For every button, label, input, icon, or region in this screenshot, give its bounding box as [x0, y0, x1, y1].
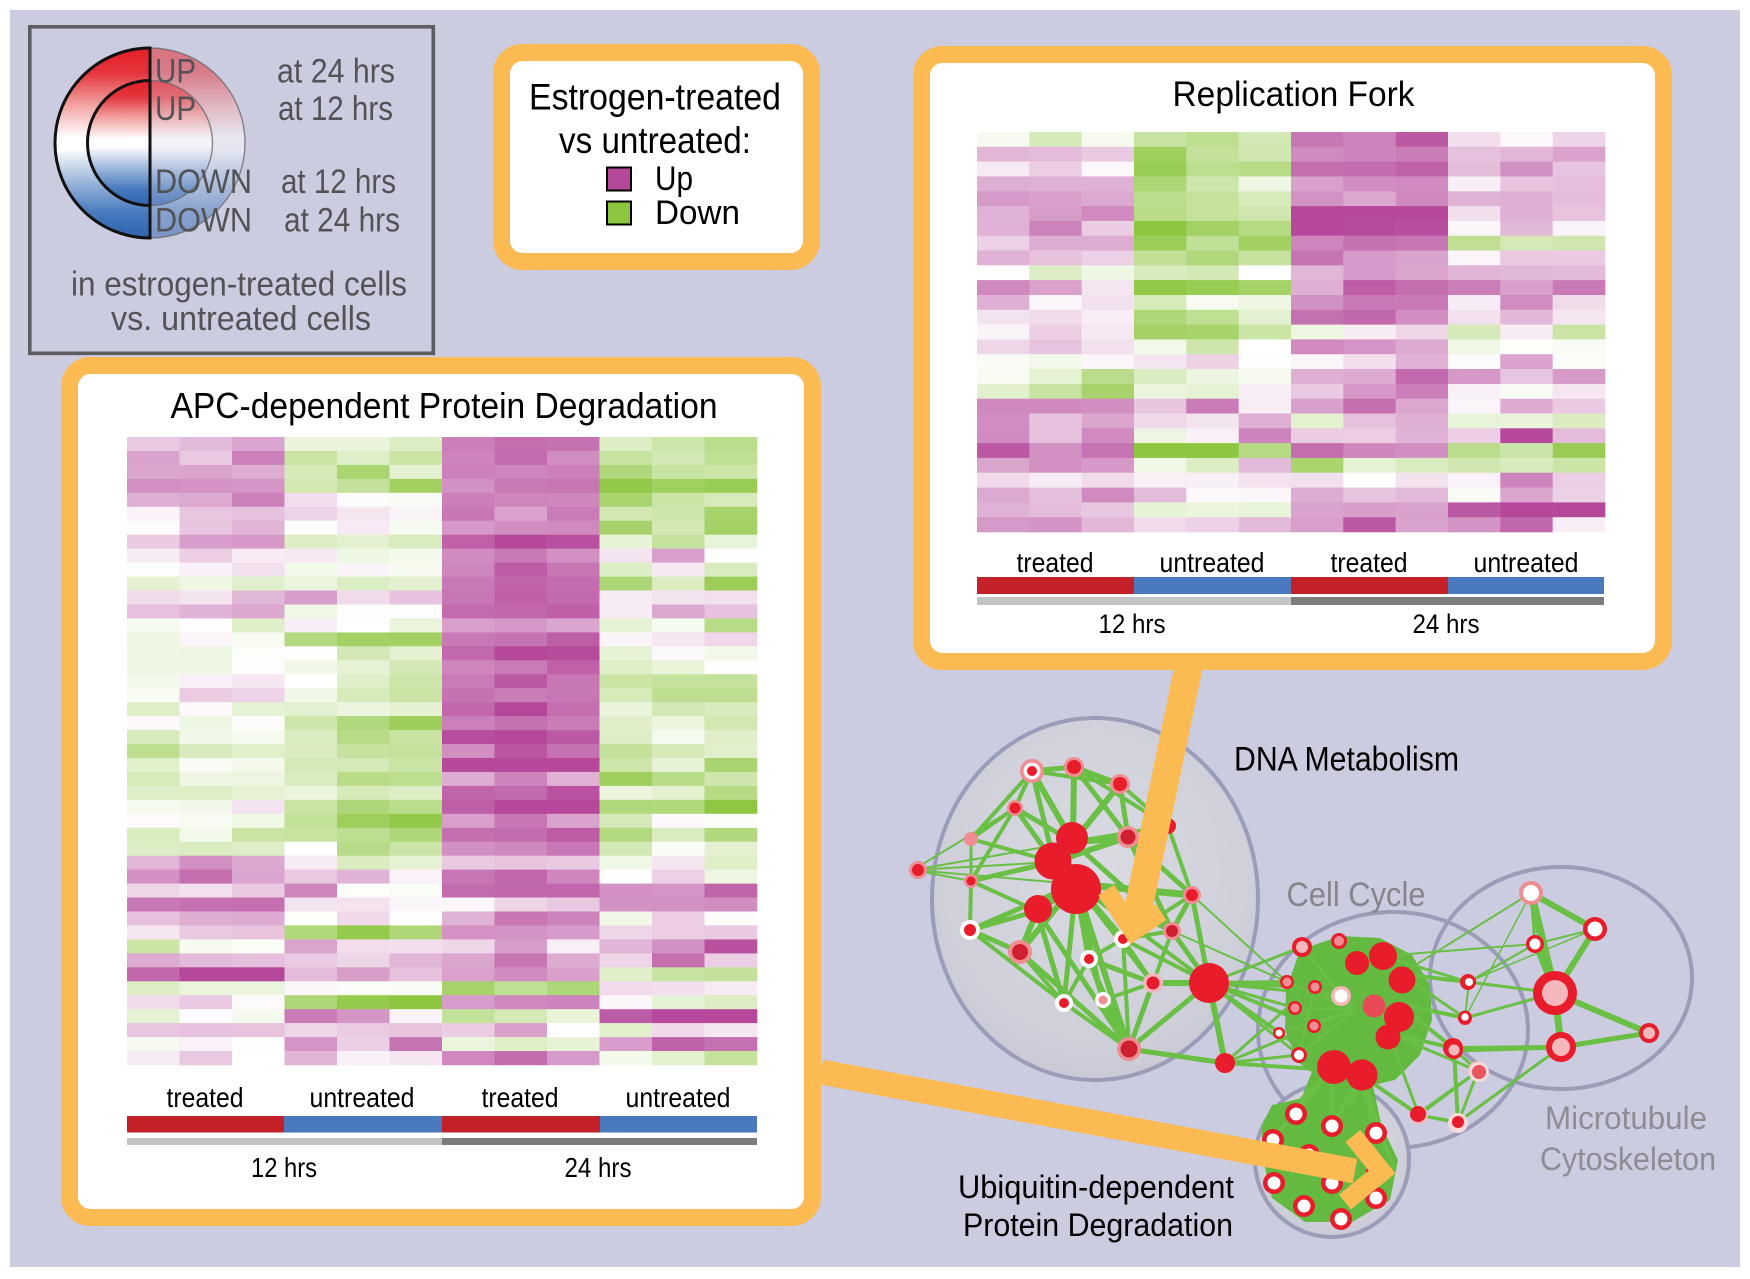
svg-text:DOWN: DOWN	[155, 202, 252, 240]
svg-text:at 24 hrs: at 24 hrs	[277, 53, 395, 91]
svg-text:untreated: untreated	[626, 1082, 731, 1113]
svg-text:vs. untreated cells: vs. untreated cells	[111, 300, 371, 338]
svg-text:untreated: untreated	[1474, 547, 1579, 578]
svg-text:at 12 hrs: at 12 hrs	[278, 90, 393, 128]
svg-text:12 hrs: 12 hrs	[1099, 609, 1166, 639]
svg-text:treated: treated	[1331, 547, 1408, 578]
svg-text:vs untreated:: vs untreated:	[559, 120, 751, 161]
svg-text:DNA Metabolism: DNA Metabolism	[1234, 741, 1459, 779]
svg-text:Down: Down	[655, 194, 740, 232]
svg-text:APC-dependent Protein Degradat: APC-dependent Protein Degradation	[171, 385, 718, 426]
svg-text:Cytoskeleton: Cytoskeleton	[1540, 1141, 1716, 1177]
svg-text:at 12 hrs: at 12 hrs	[281, 163, 396, 201]
svg-text:untreated: untreated	[310, 1082, 415, 1113]
svg-text:untreated: untreated	[1160, 547, 1265, 578]
svg-text:24 hrs: 24 hrs	[565, 1152, 632, 1183]
svg-text:treated: treated	[482, 1082, 559, 1113]
svg-text:treated: treated	[1017, 547, 1094, 578]
svg-text:treated: treated	[167, 1082, 244, 1113]
svg-text:UP: UP	[155, 53, 196, 91]
svg-text:UP: UP	[155, 90, 196, 128]
svg-text:Microtubule: Microtubule	[1545, 1100, 1707, 1136]
svg-text:Up: Up	[655, 160, 693, 198]
svg-text:in estrogen-treated cells: in estrogen-treated cells	[71, 266, 407, 304]
svg-text:Protein Degradation: Protein Degradation	[963, 1207, 1233, 1243]
svg-text:Cell Cycle: Cell Cycle	[1287, 876, 1426, 914]
svg-text:Ubiquitin-dependent: Ubiquitin-dependent	[958, 1169, 1234, 1205]
svg-text:24 hrs: 24 hrs	[1413, 609, 1480, 639]
svg-text:12 hrs: 12 hrs	[251, 1152, 317, 1183]
svg-text:at 24 hrs: at 24 hrs	[284, 202, 400, 240]
svg-text:DOWN: DOWN	[155, 163, 252, 201]
svg-text:Estrogen-treated: Estrogen-treated	[529, 77, 781, 118]
svg-text:Replication Fork: Replication Fork	[1173, 75, 1415, 114]
